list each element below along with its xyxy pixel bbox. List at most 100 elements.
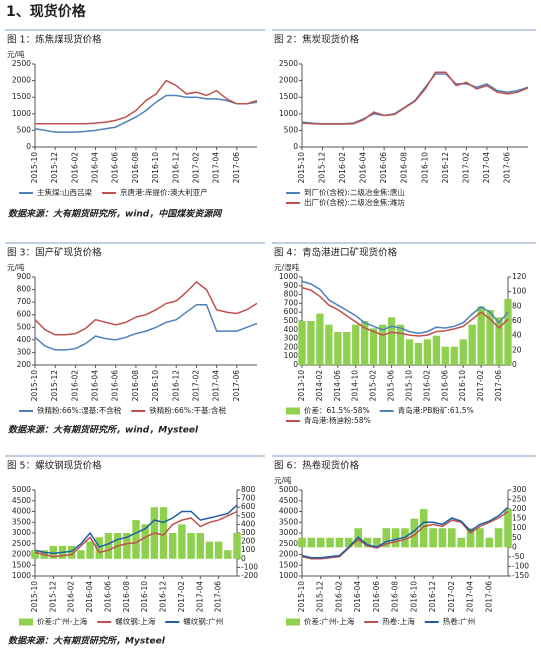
y2-tick-label: 100	[241, 545, 256, 554]
y2-tick-label: 50	[512, 533, 522, 542]
bar	[414, 343, 423, 365]
x-tick-label: 2015-10	[404, 370, 413, 402]
chart-title: 图 5：螺纹钢现货价格	[7, 460, 102, 472]
y-tick-label: 500	[17, 125, 32, 134]
y2-tick-label: 200	[241, 537, 256, 546]
y-tick-label: 1000	[279, 272, 298, 281]
x-tick-label: 2017-02	[447, 581, 456, 613]
y2-tick-label: -100	[241, 562, 258, 571]
bar	[325, 324, 333, 365]
bar	[382, 528, 391, 548]
legend-label: 青岛港:PB粉矿:61.5%	[398, 405, 474, 415]
x-tick-label: 2015-12	[48, 581, 57, 613]
y2-tick-label: 120	[512, 272, 527, 281]
y2-tick-label: 400	[241, 519, 256, 528]
y2-tick-label: 700	[241, 494, 256, 503]
bar	[307, 537, 316, 548]
x-tick-label: 2015-10	[30, 581, 39, 613]
y-tick-label: 2000	[279, 76, 298, 85]
x-tick-label: 2016-12	[171, 152, 180, 184]
bar	[363, 537, 372, 548]
legend-label: 铁精粉:66%:干基:含税	[149, 405, 226, 415]
x-tick-label: 2016-10	[420, 152, 429, 184]
chart-title: 图 3：国产矿现货价格	[7, 247, 102, 259]
legend-label: 价差:广州-上海	[304, 616, 355, 626]
y2-tick-label: 80	[512, 301, 522, 310]
line-series	[34, 504, 238, 555]
y-tick-label: 3500	[12, 517, 31, 526]
x-tick-label: 2016-06	[103, 581, 112, 613]
x-tick-label: 2017-02	[476, 370, 485, 402]
x-tick-label: 2014-06	[333, 370, 342, 402]
x-tick-label: 2016-08	[400, 152, 409, 184]
legend-swatch	[286, 618, 300, 626]
x-tick-label: 2016-12	[428, 581, 437, 613]
x-tick-label: 2016-08	[131, 370, 140, 402]
y-tick-label: 1000	[12, 571, 31, 580]
y-tick-label: 2500	[12, 59, 31, 68]
x-tick-label: 2016-02	[70, 152, 79, 184]
x-tick-label: 2015-12	[50, 152, 59, 184]
bar	[450, 346, 458, 365]
y2-tick-label: 40	[512, 331, 522, 340]
bar	[378, 324, 387, 365]
bar	[486, 310, 494, 365]
line-series	[35, 79, 258, 125]
bar	[298, 537, 306, 548]
legend-label: 价差：61.5%-58%	[304, 405, 370, 415]
line-series	[301, 506, 509, 559]
source-note: 数据来源：大有期货研究所，wind，Mysteel	[8, 425, 199, 436]
x-tick-label: 2016-12	[171, 370, 180, 402]
x-tick-label: 2016-04	[85, 581, 94, 613]
y-tick-label: 2500	[279, 59, 298, 68]
y-tick-label: 2000	[12, 550, 31, 559]
bar	[196, 533, 205, 559]
legend-label: 热卷:上海	[382, 616, 415, 626]
y-tick-label: 800	[284, 290, 299, 299]
bar	[387, 317, 396, 365]
bar	[432, 335, 440, 365]
y2-tick-label: 250	[512, 495, 527, 504]
y-tick-label: 900	[17, 272, 32, 281]
y-tick-label: 2000	[279, 550, 298, 559]
bar	[477, 306, 485, 365]
bar	[466, 528, 475, 548]
y-tick-label: 600	[17, 310, 32, 319]
y-tick-label: 700	[17, 297, 32, 306]
x-tick-label: 2016-04	[91, 152, 100, 184]
bar	[86, 541, 94, 559]
x-tick-label: 2016-06	[372, 581, 381, 613]
x-tick-label: 2016-10	[409, 581, 418, 613]
line-series	[34, 94, 258, 133]
y2-tick-label: 200	[512, 504, 527, 513]
x-tick-label: 2015-06	[387, 370, 396, 402]
y-tick-label: 700	[284, 298, 299, 307]
line-series	[34, 510, 238, 558]
bar	[459, 339, 467, 365]
x-tick-label: 2017-04	[212, 370, 221, 402]
x-tick-label: 2015-12	[50, 370, 59, 402]
y-tick-label: 1500	[279, 92, 298, 101]
y-axis-label: 元/吨	[274, 475, 292, 485]
y2-tick-label: 500	[241, 511, 256, 520]
line-series	[301, 286, 509, 337]
bar	[307, 321, 315, 365]
bar	[49, 545, 58, 559]
chart-title: 图 1：炼焦煤现货价格	[7, 34, 102, 46]
line-series	[301, 71, 529, 125]
legend-label: 到厂价(含税):二级冶金焦:唐山	[304, 187, 405, 197]
y2-tick-label: -50	[512, 552, 524, 561]
bar	[419, 509, 428, 548]
bar	[423, 339, 432, 365]
y-tick-label: 300	[284, 334, 299, 343]
x-tick-label: 2017-02	[191, 370, 200, 402]
bar	[224, 550, 232, 559]
bar	[123, 533, 131, 559]
bar	[494, 528, 503, 548]
line-series	[301, 510, 509, 560]
y-tick-label: 3500	[279, 517, 298, 526]
bar	[95, 537, 104, 559]
y-tick-label: 4000	[279, 507, 298, 516]
bar	[141, 524, 149, 559]
